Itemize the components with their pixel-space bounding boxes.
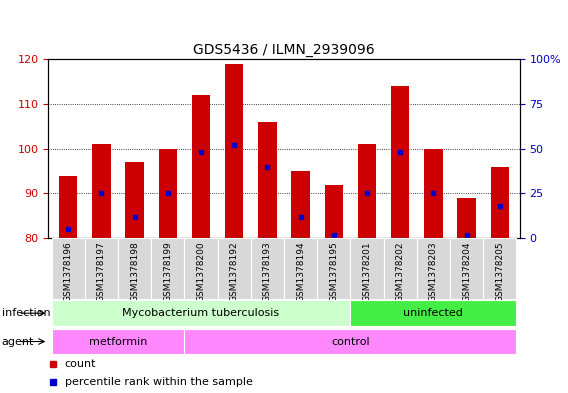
Bar [450, 238, 483, 299]
Text: Mycobacterium tuberculosis: Mycobacterium tuberculosis [123, 308, 279, 318]
Text: GSM1378192: GSM1378192 [229, 241, 239, 302]
Bar [391, 86, 410, 238]
Bar [118, 238, 151, 299]
Bar [151, 238, 185, 299]
Bar [491, 167, 509, 238]
Bar [192, 95, 210, 238]
Text: GSM1378199: GSM1378199 [164, 241, 172, 302]
Text: GSM1378194: GSM1378194 [296, 241, 305, 302]
Bar [52, 238, 85, 299]
Bar [258, 122, 277, 238]
Text: infection: infection [2, 308, 51, 318]
Text: GSM1378200: GSM1378200 [197, 241, 206, 302]
Bar [158, 149, 177, 238]
Bar [350, 301, 516, 326]
Bar [251, 238, 284, 299]
Bar [185, 238, 218, 299]
Bar [284, 238, 317, 299]
Text: GSM1378202: GSM1378202 [396, 241, 404, 302]
Bar [457, 198, 476, 238]
Text: control: control [331, 336, 370, 347]
Bar [317, 238, 350, 299]
Bar [52, 329, 185, 354]
Text: agent: agent [2, 336, 34, 347]
Bar [383, 238, 417, 299]
Bar [350, 238, 383, 299]
Text: GSM1378195: GSM1378195 [329, 241, 339, 302]
Text: metformin: metformin [89, 336, 147, 347]
Text: GSM1378205: GSM1378205 [495, 241, 504, 302]
Bar [424, 149, 442, 238]
Text: GSM1378198: GSM1378198 [130, 241, 139, 302]
Text: GSM1378204: GSM1378204 [462, 241, 471, 302]
Bar [358, 144, 376, 238]
Bar [59, 176, 77, 238]
Text: GSM1378193: GSM1378193 [263, 241, 272, 302]
Text: GSM1378196: GSM1378196 [64, 241, 73, 302]
Title: GDS5436 / ILMN_2939096: GDS5436 / ILMN_2939096 [193, 43, 375, 57]
Bar [92, 144, 111, 238]
Bar [126, 162, 144, 238]
Bar [85, 238, 118, 299]
Bar [225, 64, 243, 238]
Text: GSM1378203: GSM1378203 [429, 241, 438, 302]
Bar [185, 329, 516, 354]
Text: count: count [65, 359, 97, 369]
Text: uninfected: uninfected [403, 308, 463, 318]
Text: GSM1378197: GSM1378197 [97, 241, 106, 302]
Text: percentile rank within the sample: percentile rank within the sample [65, 377, 253, 387]
Bar [417, 238, 450, 299]
Bar [218, 238, 251, 299]
Bar [325, 184, 343, 238]
Bar [291, 171, 310, 238]
Bar [483, 238, 516, 299]
Text: GSM1378201: GSM1378201 [362, 241, 371, 302]
Bar [52, 301, 350, 326]
